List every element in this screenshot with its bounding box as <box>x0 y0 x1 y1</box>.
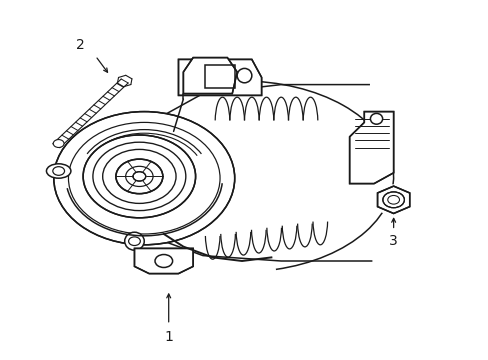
Text: 2: 2 <box>76 38 85 52</box>
Circle shape <box>83 135 195 218</box>
Polygon shape <box>349 112 393 184</box>
Polygon shape <box>183 58 237 94</box>
Circle shape <box>382 192 404 208</box>
Circle shape <box>116 159 163 194</box>
Ellipse shape <box>53 140 64 148</box>
Polygon shape <box>134 248 193 274</box>
Ellipse shape <box>46 164 71 178</box>
Circle shape <box>133 172 145 181</box>
Text: 3: 3 <box>388 234 397 248</box>
Polygon shape <box>377 186 409 213</box>
Text: 1: 1 <box>164 330 173 343</box>
Circle shape <box>372 184 414 215</box>
Ellipse shape <box>369 113 382 124</box>
Circle shape <box>155 255 172 267</box>
Circle shape <box>54 112 234 245</box>
Ellipse shape <box>124 232 144 250</box>
Ellipse shape <box>237 68 251 83</box>
Polygon shape <box>178 59 261 95</box>
